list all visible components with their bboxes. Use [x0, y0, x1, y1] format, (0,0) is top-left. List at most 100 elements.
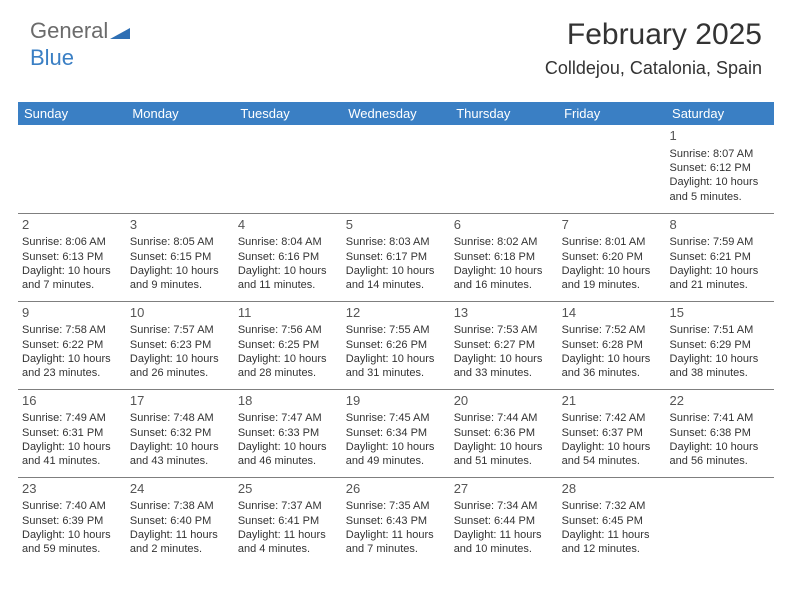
sunset-line: Sunset: 6:15 PM [130, 250, 230, 264]
logo: General Blue [30, 18, 130, 71]
calendar-cell: 26Sunrise: 7:35 AMSunset: 6:43 PMDayligh… [342, 477, 450, 565]
sunrise-line: Sunrise: 7:42 AM [562, 411, 662, 425]
sunset-line: Sunset: 6:37 PM [562, 426, 662, 440]
sunset-line: Sunset: 6:12 PM [670, 161, 770, 175]
location: Colldejou, Catalonia, Spain [545, 58, 762, 79]
calendar-cell: 14Sunrise: 7:52 AMSunset: 6:28 PMDayligh… [558, 301, 666, 389]
day-number: 23 [22, 481, 122, 498]
sunrise-line: Sunrise: 8:03 AM [346, 235, 446, 249]
sunrise-line: Sunrise: 7:34 AM [454, 499, 554, 513]
sunset-line: Sunset: 6:25 PM [238, 338, 338, 352]
day-number: 3 [130, 217, 230, 234]
calendar-cell: 21Sunrise: 7:42 AMSunset: 6:37 PMDayligh… [558, 389, 666, 477]
day-number: 8 [670, 217, 770, 234]
day-number: 22 [670, 393, 770, 410]
calendar-cell [234, 125, 342, 213]
calendar-cell [342, 125, 450, 213]
calendar-cell: 15Sunrise: 7:51 AMSunset: 6:29 PMDayligh… [666, 301, 774, 389]
calendar-table: SundayMondayTuesdayWednesdayThursdayFrid… [18, 102, 774, 565]
daylight-line: Daylight: 10 hours and 31 minutes. [346, 352, 446, 381]
daylight-line: Daylight: 10 hours and 43 minutes. [130, 440, 230, 469]
day-header: Sunday [18, 102, 126, 125]
calendar-header-row: SundayMondayTuesdayWednesdayThursdayFrid… [18, 102, 774, 125]
calendar-cell: 1Sunrise: 8:07 AMSunset: 6:12 PMDaylight… [666, 125, 774, 213]
daylight-line: Daylight: 11 hours and 12 minutes. [562, 528, 662, 557]
calendar-cell: 28Sunrise: 7:32 AMSunset: 6:45 PMDayligh… [558, 477, 666, 565]
sunrise-line: Sunrise: 7:53 AM [454, 323, 554, 337]
calendar-cell [450, 125, 558, 213]
sunset-line: Sunset: 6:16 PM [238, 250, 338, 264]
sunset-line: Sunset: 6:38 PM [670, 426, 770, 440]
day-number: 15 [670, 305, 770, 322]
day-header: Monday [126, 102, 234, 125]
day-number: 7 [562, 217, 662, 234]
day-number: 5 [346, 217, 446, 234]
calendar-cell: 9Sunrise: 7:58 AMSunset: 6:22 PMDaylight… [18, 301, 126, 389]
day-header: Saturday [666, 102, 774, 125]
daylight-line: Daylight: 11 hours and 7 minutes. [346, 528, 446, 557]
calendar-week-row: 9Sunrise: 7:58 AMSunset: 6:22 PMDaylight… [18, 301, 774, 389]
sunrise-line: Sunrise: 7:48 AM [130, 411, 230, 425]
calendar-cell: 6Sunrise: 8:02 AMSunset: 6:18 PMDaylight… [450, 213, 558, 301]
sunrise-line: Sunrise: 7:41 AM [670, 411, 770, 425]
day-number: 10 [130, 305, 230, 322]
sunset-line: Sunset: 6:18 PM [454, 250, 554, 264]
month-title: February 2025 [545, 18, 762, 52]
calendar-cell [126, 125, 234, 213]
sunrise-line: Sunrise: 7:45 AM [346, 411, 446, 425]
sunrise-line: Sunrise: 7:58 AM [22, 323, 122, 337]
calendar-cell: 4Sunrise: 8:04 AMSunset: 6:16 PMDaylight… [234, 213, 342, 301]
calendar-week-row: 1Sunrise: 8:07 AMSunset: 6:12 PMDaylight… [18, 125, 774, 213]
calendar-cell: 18Sunrise: 7:47 AMSunset: 6:33 PMDayligh… [234, 389, 342, 477]
logo-triangle-icon [110, 19, 130, 45]
day-number: 12 [346, 305, 446, 322]
daylight-line: Daylight: 10 hours and 59 minutes. [22, 528, 122, 557]
daylight-line: Daylight: 10 hours and 16 minutes. [454, 264, 554, 293]
day-header: Friday [558, 102, 666, 125]
day-number: 18 [238, 393, 338, 410]
daylight-line: Daylight: 10 hours and 14 minutes. [346, 264, 446, 293]
calendar-cell: 25Sunrise: 7:37 AMSunset: 6:41 PMDayligh… [234, 477, 342, 565]
sunrise-line: Sunrise: 8:05 AM [130, 235, 230, 249]
calendar-cell: 7Sunrise: 8:01 AMSunset: 6:20 PMDaylight… [558, 213, 666, 301]
calendar-week-row: 2Sunrise: 8:06 AMSunset: 6:13 PMDaylight… [18, 213, 774, 301]
day-number: 24 [130, 481, 230, 498]
sunrise-line: Sunrise: 7:57 AM [130, 323, 230, 337]
day-number: 6 [454, 217, 554, 234]
day-header: Tuesday [234, 102, 342, 125]
daylight-line: Daylight: 10 hours and 26 minutes. [130, 352, 230, 381]
daylight-line: Daylight: 10 hours and 9 minutes. [130, 264, 230, 293]
day-number: 13 [454, 305, 554, 322]
sunrise-line: Sunrise: 7:49 AM [22, 411, 122, 425]
sunset-line: Sunset: 6:32 PM [130, 426, 230, 440]
sunset-line: Sunset: 6:39 PM [22, 514, 122, 528]
day-number: 1 [670, 128, 770, 145]
day-number: 28 [562, 481, 662, 498]
sunset-line: Sunset: 6:36 PM [454, 426, 554, 440]
sunrise-line: Sunrise: 8:01 AM [562, 235, 662, 249]
calendar-cell: 2Sunrise: 8:06 AMSunset: 6:13 PMDaylight… [18, 213, 126, 301]
calendar-week-row: 16Sunrise: 7:49 AMSunset: 6:31 PMDayligh… [18, 389, 774, 477]
day-number: 14 [562, 305, 662, 322]
sunrise-line: Sunrise: 7:59 AM [670, 235, 770, 249]
calendar-cell: 13Sunrise: 7:53 AMSunset: 6:27 PMDayligh… [450, 301, 558, 389]
calendar-cell [666, 477, 774, 565]
calendar-cell: 16Sunrise: 7:49 AMSunset: 6:31 PMDayligh… [18, 389, 126, 477]
sunrise-line: Sunrise: 8:04 AM [238, 235, 338, 249]
sunrise-line: Sunrise: 8:02 AM [454, 235, 554, 249]
day-header: Wednesday [342, 102, 450, 125]
sunset-line: Sunset: 6:29 PM [670, 338, 770, 352]
calendar-cell: 19Sunrise: 7:45 AMSunset: 6:34 PMDayligh… [342, 389, 450, 477]
daylight-line: Daylight: 10 hours and 54 minutes. [562, 440, 662, 469]
daylight-line: Daylight: 10 hours and 21 minutes. [670, 264, 770, 293]
logo-text-1: General [30, 18, 108, 43]
sunset-line: Sunset: 6:44 PM [454, 514, 554, 528]
day-number: 19 [346, 393, 446, 410]
calendar-cell: 24Sunrise: 7:38 AMSunset: 6:40 PMDayligh… [126, 477, 234, 565]
sunset-line: Sunset: 6:41 PM [238, 514, 338, 528]
calendar-cell: 5Sunrise: 8:03 AMSunset: 6:17 PMDaylight… [342, 213, 450, 301]
sunset-line: Sunset: 6:43 PM [346, 514, 446, 528]
daylight-line: Daylight: 10 hours and 36 minutes. [562, 352, 662, 381]
day-number: 17 [130, 393, 230, 410]
sunset-line: Sunset: 6:17 PM [346, 250, 446, 264]
